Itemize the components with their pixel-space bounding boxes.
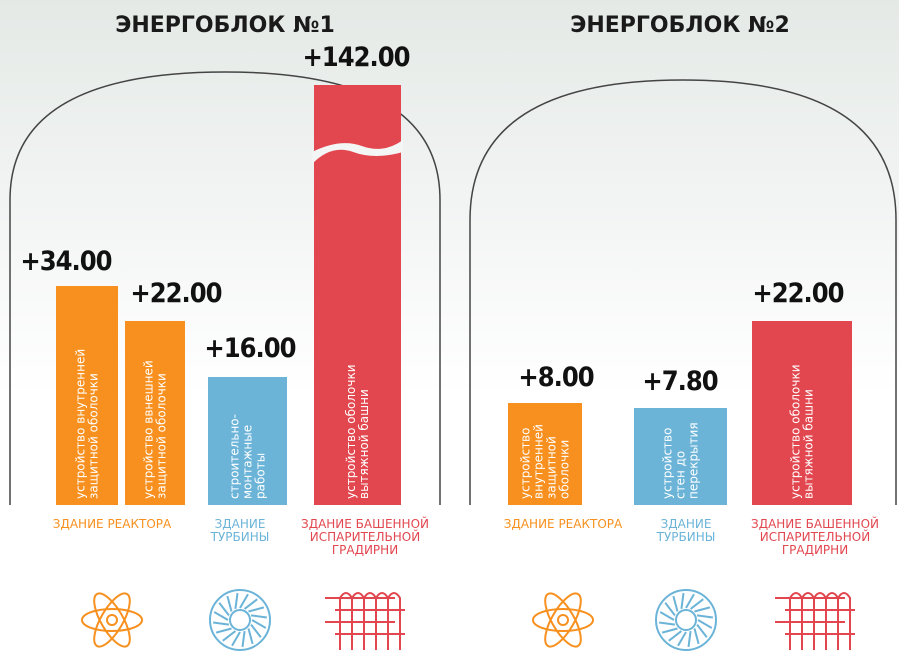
bar-label: строительно- bbox=[228, 414, 242, 499]
blade bbox=[251, 615, 267, 617]
blade bbox=[223, 631, 236, 641]
blade bbox=[235, 593, 237, 609]
bar-label: устройство внутренней bbox=[74, 349, 88, 499]
blade bbox=[252, 620, 266, 628]
bar-value: +7.80 bbox=[642, 366, 717, 397]
turbine-icon bbox=[656, 590, 716, 650]
bar-label: вытяжной башни bbox=[357, 389, 371, 499]
bar-label: защитной оболочки bbox=[87, 373, 101, 499]
turbine-inner bbox=[230, 610, 250, 630]
blade bbox=[665, 603, 675, 616]
bar-label: защитной оболочки bbox=[155, 373, 169, 499]
blade bbox=[694, 628, 698, 643]
blade bbox=[227, 596, 231, 611]
bar-label: монтажные bbox=[241, 425, 255, 499]
bar-label: работы bbox=[254, 453, 268, 499]
bar-label: устройство bbox=[519, 428, 533, 499]
group-label: ГРАДИРНИ bbox=[332, 543, 398, 557]
bar-label: перекрытия bbox=[687, 422, 701, 499]
bar-label: устройство bbox=[661, 428, 675, 499]
bar-label: устройство оболочки bbox=[789, 365, 803, 500]
group-label: ЗДАНИЕ БАШЕННОЙ bbox=[751, 516, 879, 531]
group-label: ТУРБИНЫ bbox=[210, 530, 270, 544]
group-label: ЗДАНИЕ bbox=[661, 517, 712, 531]
bar-label: защитной bbox=[545, 436, 559, 499]
turbine-inner bbox=[676, 610, 696, 630]
blade bbox=[240, 594, 248, 608]
blade bbox=[660, 612, 674, 620]
nucleus bbox=[107, 615, 117, 625]
turbine-icon bbox=[210, 590, 270, 650]
blade bbox=[232, 632, 240, 646]
blade bbox=[673, 596, 677, 611]
blade bbox=[698, 620, 712, 628]
bar-label: вытяжной башни bbox=[802, 389, 816, 499]
blade bbox=[686, 594, 694, 608]
blade bbox=[251, 625, 261, 638]
group-label: ИСПАРИТЕЛЬНОЙ bbox=[760, 529, 870, 544]
blade bbox=[681, 593, 683, 609]
blade bbox=[662, 628, 677, 632]
blade bbox=[669, 631, 682, 641]
blade bbox=[214, 612, 228, 620]
bar-value: +16.00 bbox=[204, 333, 295, 364]
group-label: ЗДАНИЕ bbox=[215, 517, 266, 531]
bar-value: +22.00 bbox=[752, 278, 843, 309]
nucleus bbox=[558, 615, 568, 625]
blade bbox=[216, 628, 231, 632]
orbit bbox=[82, 609, 142, 631]
blade bbox=[242, 631, 244, 647]
bar-value: +34.00 bbox=[20, 246, 111, 277]
block-title: ЭНЕРГОБЛОК №2 bbox=[570, 13, 790, 38]
tower-icon bbox=[775, 593, 855, 650]
blade bbox=[219, 603, 229, 616]
block-title: ЭНЕРГОБЛОК №1 bbox=[115, 13, 335, 38]
turbine-outer bbox=[656, 590, 716, 650]
bar-value: +22.00 bbox=[130, 278, 221, 309]
blade bbox=[659, 622, 675, 624]
orbit bbox=[533, 609, 593, 631]
bar-value: +8.00 bbox=[518, 362, 593, 393]
bar-value: +142.00 bbox=[302, 42, 409, 73]
group-label: ГРАДИРНИ bbox=[782, 543, 848, 557]
blade bbox=[697, 625, 707, 638]
infographic: ЭНЕРГОБЛОК №1 +34.00 устройство внутренней… bbox=[0, 0, 899, 660]
blade bbox=[248, 607, 263, 611]
blade bbox=[245, 599, 258, 609]
group-label: ЗДАНИЕ РЕАКТОРА bbox=[504, 517, 623, 531]
group-label: ИСПАРИТЕЛЬНОЙ bbox=[310, 529, 420, 544]
blade bbox=[213, 622, 229, 624]
bar-label: стен до bbox=[674, 451, 688, 499]
bar-label: устройство ввнешней bbox=[142, 360, 156, 499]
bar-label: устройство оболочки bbox=[344, 365, 358, 500]
blade bbox=[688, 631, 690, 647]
turbine-outer bbox=[210, 590, 270, 650]
blade bbox=[678, 632, 686, 646]
group-label: ТУРБИНЫ bbox=[656, 530, 716, 544]
bar-label: оболочки bbox=[558, 440, 572, 499]
blade bbox=[694, 607, 709, 611]
blade bbox=[248, 628, 252, 643]
bar-label: внутренней bbox=[532, 424, 546, 499]
tower-icon bbox=[325, 593, 405, 650]
atom-icon bbox=[533, 589, 593, 652]
blade bbox=[691, 599, 704, 609]
group-label: ЗДАНИЕ РЕАКТОРА bbox=[53, 517, 172, 531]
group-label: ЗДАНИЕ БАШЕННОЙ bbox=[301, 516, 429, 531]
atom-icon bbox=[82, 589, 142, 652]
blade bbox=[697, 615, 713, 617]
